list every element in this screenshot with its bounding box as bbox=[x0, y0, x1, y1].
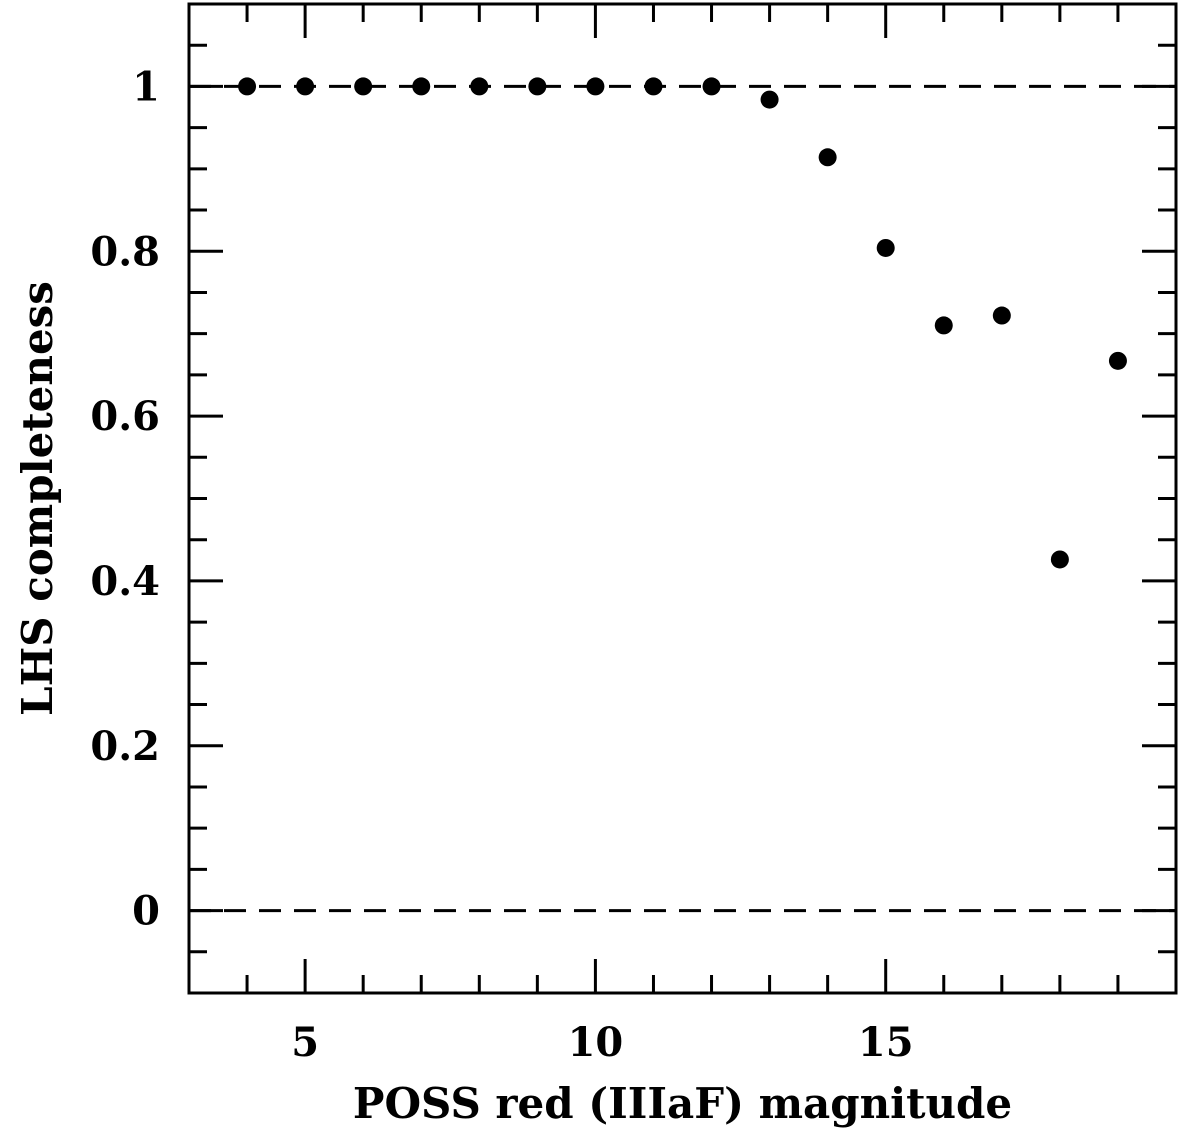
x-tick-label: 5 bbox=[291, 1019, 319, 1066]
data-point bbox=[528, 77, 547, 96]
data-point bbox=[644, 77, 663, 96]
data-point bbox=[354, 77, 373, 96]
data-points bbox=[238, 77, 1127, 569]
y-tick-label: 0.2 bbox=[90, 723, 160, 770]
y-axis-label: LHS completeness bbox=[13, 281, 62, 716]
plot-frame bbox=[187, 2, 1178, 995]
data-point bbox=[296, 77, 315, 96]
data-point bbox=[876, 238, 895, 257]
data-point bbox=[412, 77, 431, 96]
x-axis-label: POSS red (IIIaF) magnitude bbox=[353, 1079, 1012, 1128]
data-point bbox=[586, 77, 605, 96]
data-point bbox=[470, 77, 489, 96]
y-tick-label: 0.4 bbox=[90, 558, 160, 605]
y-tick-label: 0.8 bbox=[90, 228, 160, 275]
data-point bbox=[760, 90, 779, 109]
data-point bbox=[992, 306, 1011, 325]
axis-ticks bbox=[189, 4, 1176, 993]
y-tick-label: 0.6 bbox=[90, 393, 160, 440]
data-point bbox=[818, 148, 837, 167]
x-tick-label: 10 bbox=[568, 1019, 624, 1066]
data-point bbox=[1108, 351, 1127, 370]
data-point bbox=[238, 77, 257, 96]
tick-labels: 5 10 15 0 0.2 0.4 0.6 0.8 1 bbox=[90, 63, 913, 1066]
y-tick-label: 0 bbox=[132, 888, 160, 935]
y-tick-label: 1 bbox=[132, 63, 160, 110]
data-point bbox=[702, 77, 721, 96]
data-point bbox=[1050, 550, 1069, 569]
x-tick-label: 15 bbox=[858, 1019, 914, 1066]
reference-lines bbox=[189, 84, 1176, 913]
data-point bbox=[934, 316, 953, 335]
